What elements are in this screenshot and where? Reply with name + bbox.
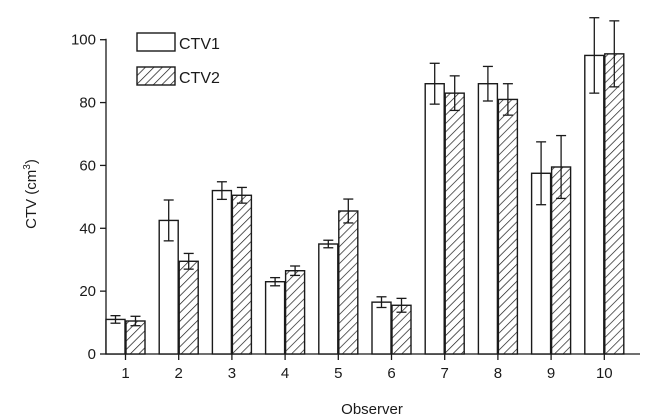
y-tick-label: 0: [88, 346, 96, 363]
bar-ctv2-observer-4: [284, 270, 306, 355]
legend-label-ctv2: CTV2: [179, 70, 220, 87]
x-tick-label: 5: [334, 365, 342, 382]
bar-ctv1-observer-4: [264, 281, 286, 355]
y-tick-label: 100: [71, 32, 96, 49]
x-tick-label: 8: [494, 365, 502, 382]
legend-label-ctv1: CTV1: [179, 36, 220, 53]
x-axis-title: Observer: [341, 401, 403, 418]
y-axis-title-text: CTV (cm: [23, 170, 40, 229]
x-tick-label: 6: [387, 365, 395, 382]
bar-ctv2-observer-5: [338, 210, 359, 355]
y-axis-title-suffix: ): [23, 159, 40, 164]
bar-ctv2-observer-10: [604, 53, 625, 355]
x-tick-label: 4: [281, 365, 289, 382]
bars: [105, 17, 625, 355]
bar-ctv1-observer-6: [371, 301, 392, 355]
bar-ctv1-observer-10: [584, 54, 605, 355]
y-tick-label: 40: [79, 220, 96, 237]
bar-ctv1-observer-1: [105, 318, 126, 355]
y-tick-label: 60: [79, 157, 96, 174]
y-axis-title-superscript: 3: [22, 164, 33, 170]
legend-swatch-ctv2: [136, 66, 176, 86]
bar-ctv1-observer-5: [318, 243, 339, 355]
bar-ctv2-observer-7: [444, 92, 465, 355]
x-tick-label: 7: [441, 365, 449, 382]
x-tick-label: 10: [596, 365, 613, 382]
legend-swatch-ctv1: [136, 32, 176, 52]
y-tick-label: 20: [79, 283, 96, 300]
axes: 0 20 40 60 80 100 1 2 3 4 5 6 7 8 9 10: [71, 32, 640, 382]
bar-ctv1-observer-3: [211, 189, 233, 355]
x-tick-label: 3: [228, 365, 236, 382]
x-tick-label: 9: [547, 365, 555, 382]
x-tick-label: 2: [175, 365, 183, 382]
bar-ctv1-observer-8: [477, 83, 499, 355]
legend: CTV1 CTV2: [136, 32, 220, 87]
y-tick-label: 80: [79, 95, 96, 112]
bar-ctv2-observer-2: [178, 260, 199, 355]
bar-ctv2-observer-8: [497, 98, 519, 355]
bar-ctv2-observer-3: [231, 194, 253, 355]
x-tick-label: 1: [121, 365, 129, 382]
bar-ctv1-observer-7: [424, 83, 445, 355]
y-axis-title: CTV (cm3): [22, 159, 40, 229]
